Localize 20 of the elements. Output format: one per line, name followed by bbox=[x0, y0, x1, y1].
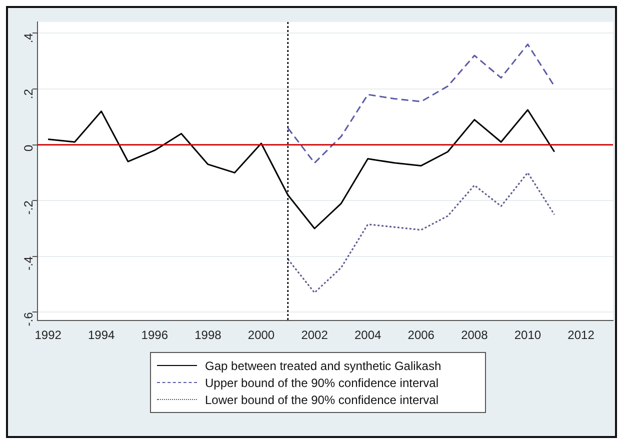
x-tick-label: 2000 bbox=[248, 328, 275, 342]
x-tick-label: 2002 bbox=[301, 328, 328, 342]
legend-label: Lower bound of the 90% confidence interval bbox=[205, 392, 438, 406]
legend-label: Upper bound of the 90% confidence interval bbox=[205, 376, 438, 390]
x-tick-label: 2010 bbox=[514, 328, 542, 342]
x-tick-label: 1992 bbox=[34, 328, 62, 342]
x-tick-label: 2006 bbox=[408, 328, 435, 342]
y-tick-label: .4 bbox=[22, 32, 36, 44]
y-tick-label: .2 bbox=[22, 88, 36, 99]
x-tick-label: 1998 bbox=[194, 328, 222, 342]
y-tick-label: -.2 bbox=[22, 200, 36, 215]
x-tick-label: 1994 bbox=[88, 328, 116, 342]
legend-label: Gap between treated and synthetic Galikash bbox=[205, 358, 442, 372]
x-tick-label: 2004 bbox=[354, 328, 382, 342]
x-tick-label: 2012 bbox=[568, 328, 595, 342]
y-tick-label: -.6 bbox=[22, 312, 36, 326]
y-tick-label: 0 bbox=[22, 144, 36, 152]
x-tick-label: 1996 bbox=[141, 328, 168, 342]
x-tick-label: 2008 bbox=[461, 328, 488, 342]
y-tick-label: -.4 bbox=[22, 256, 36, 270]
